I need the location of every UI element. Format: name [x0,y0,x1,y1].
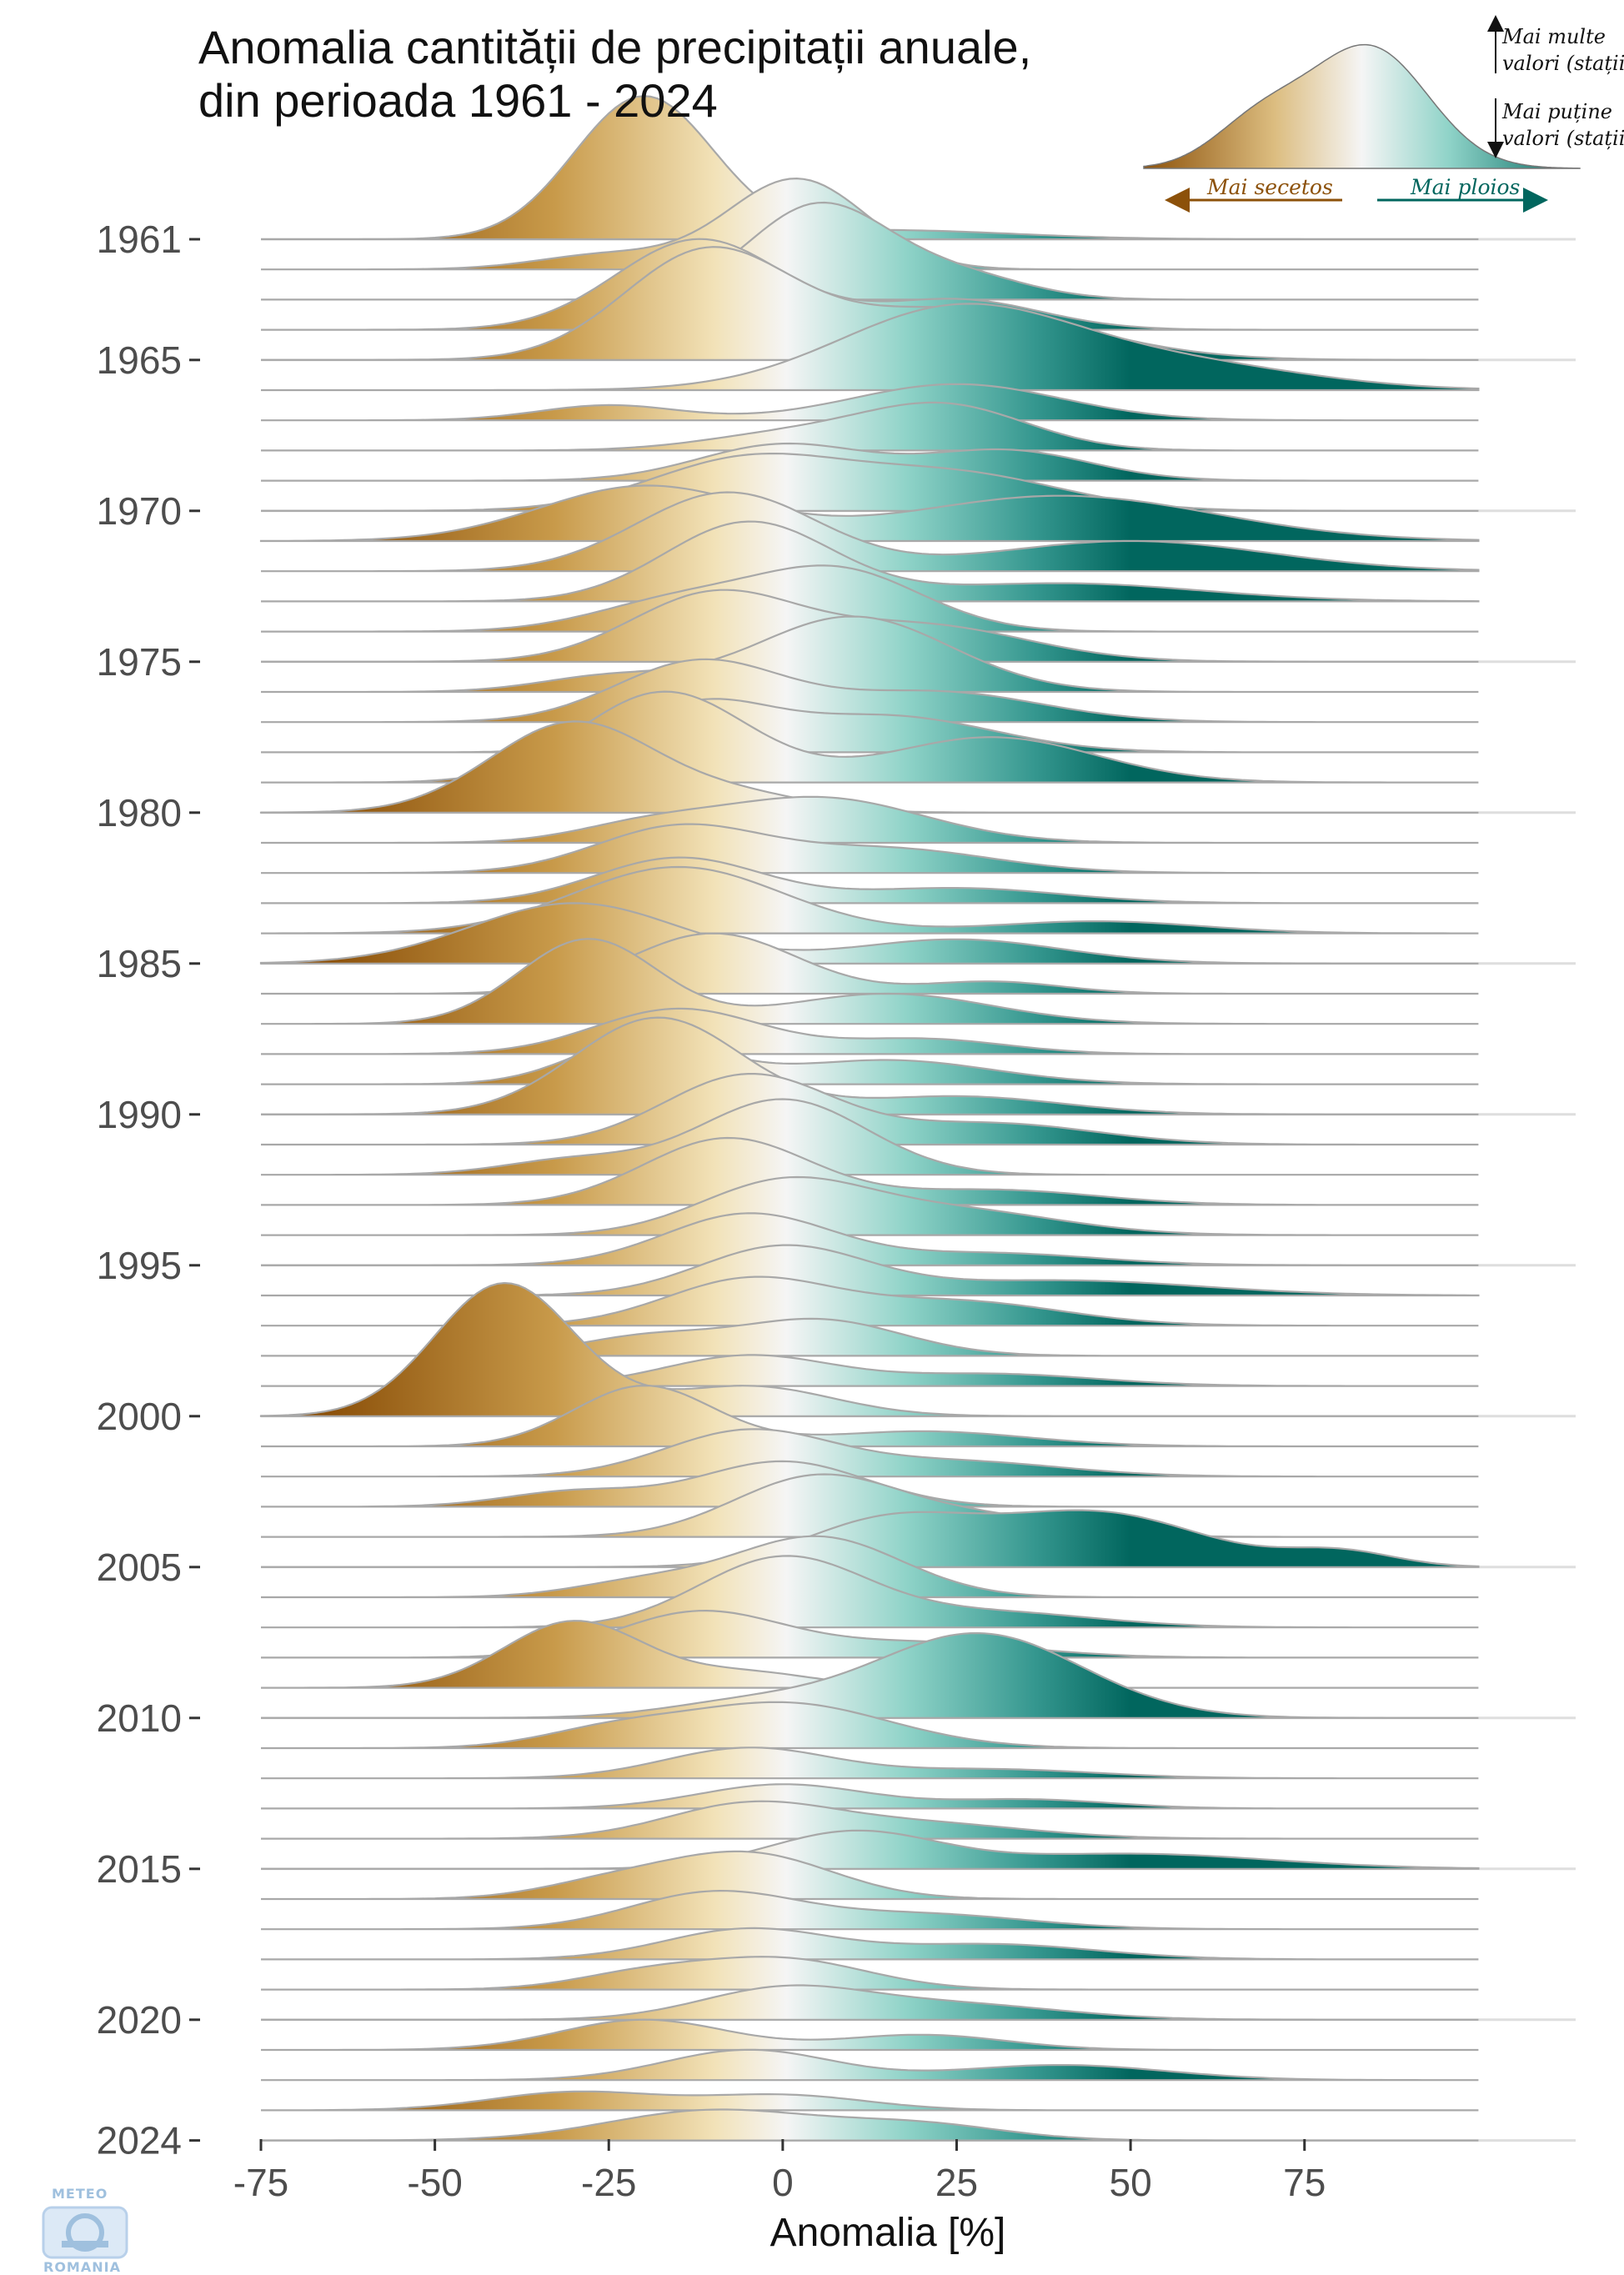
x-tick-label--50: -50 [407,2161,462,2204]
legend-fewer-values-line-2: valori (stații) [1502,127,1624,150]
ridge-1967 [261,383,1479,422]
y-tick-label-1980: 1980 [97,791,182,834]
ridge-2013 [261,1783,1479,1810]
x-tick-label-0: 0 [772,2161,794,2204]
legend-fewer-values-line-1: Mai puține [1502,100,1612,123]
logo-text-bottom: ROMANIA [43,2259,121,2275]
y-tick-label-1961: 1961 [97,218,182,261]
ridge-2020 [261,1984,1479,2021]
ridge-1970 [261,453,1479,512]
ridge-2015 [261,1829,1480,1870]
ridge-2018 [261,1927,1479,1961]
legend-more-values-line-2: valori (stații) [1502,52,1624,75]
ridge-2001 [261,1384,1479,1448]
ridge-2021 [261,2018,1479,2052]
x-tick-label-75: 75 [1283,2161,1326,2204]
ridge-2019 [261,1956,1479,1991]
ridge-2006 [261,1535,1479,1599]
ridge-1983 [261,856,1479,904]
y-tick-label-2020: 2020 [97,1998,182,2042]
chart-title-line-2: din perioada 1961 - 2024 [198,74,718,127]
y-tick-label-2015: 2015 [97,1847,182,1891]
ridge-1972 [261,491,1480,573]
ridge-1978 [261,698,1479,754]
ridge-1994 [261,1175,1479,1236]
ridge-2004 [261,1473,1479,1538]
ridge-1981 [261,795,1479,844]
ridge-1974 [261,564,1479,633]
x-axis-title: Anomalia [%] [770,2211,1006,2255]
ridge-1992 [261,1098,1479,1176]
y-tick-label-1995: 1995 [97,1244,182,1287]
y-tick-label-2010: 2010 [97,1696,182,1740]
legend-graphic [1143,15,1581,213]
meteo-romania-logo: METEO ROMANIA [37,2186,137,2275]
ridge-2016 [261,1850,1479,1901]
ridge-2011 [261,1701,1479,1750]
chart-title-line-1: Anomalia cantității de precipitații anua… [198,21,1032,73]
y-tick-label-1975: 1975 [97,640,182,684]
ridge-2010 [261,1631,1479,1719]
ridge-1987 [261,938,1479,1025]
x-tick-label-50: 50 [1110,2161,1152,2204]
ridge-1986 [261,932,1479,995]
ridge-2023 [261,2090,1479,2112]
ridge-1968 [261,401,1479,452]
y-tick-label-2000: 2000 [97,1395,182,1438]
ridge-1976 [261,615,1479,694]
legend-wetter-label: Mai ploios [1411,175,1521,199]
ridge-2005 [261,1509,1480,1568]
ridge-2002 [261,1428,1479,1478]
ridge-1988 [261,1007,1479,1055]
logo-text-top: METEO [52,2186,108,2202]
ridge-1990 [261,1016,1479,1115]
ridge-2024 [261,2108,1479,2142]
ridges [259,95,1480,2142]
ridge-2000 [259,1281,1479,1417]
ridge-1995 [261,1212,1479,1266]
y-tick-label-1985: 1985 [97,942,182,985]
ridge-1971 [259,484,1480,543]
y-axis: 1961 1965 1970 1975 1980 1985 1990 1995 2000 2005… [97,218,200,2162]
ridge-1966 [261,303,1480,392]
ridge-1964 [261,238,1479,331]
y-tick-label-2024: 2024 [97,2119,182,2162]
ridge-1996 [261,1244,1480,1297]
ridge-1977 [261,658,1479,724]
ridge-2014 [261,1800,1479,1840]
x-axis: -75 -50 -25 0 25 50 75 [233,2139,1326,2204]
y-tick-label-1970: 1970 [97,489,182,533]
y-tick-label-2005: 2005 [97,1546,182,1589]
x-tick-label--75: -75 [233,2161,288,2204]
y-tick-label-1965: 1965 [97,338,182,382]
ridge-2012 [261,1746,1479,1780]
y-tick-label-1990: 1990 [97,1093,182,1136]
logo-emblem-icon [42,2206,128,2259]
legend-drier-label: Mai secetos [1207,175,1333,199]
legend-more-values-line-1: Mai multe [1502,25,1606,48]
x-tick-label-25: 25 [935,2161,978,2204]
ridge-2007 [261,1555,1479,1629]
x-tick-label--25: -25 [581,2161,636,2204]
ridge-1963 [261,201,1479,301]
ridge-1982 [261,823,1479,874]
ridge-2022 [261,2048,1479,2082]
legend-density-shape [1143,43,1581,169]
ridge-2017 [261,1889,1479,1931]
